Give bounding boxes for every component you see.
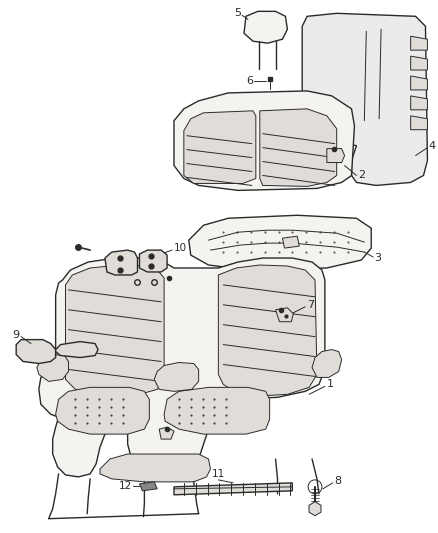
Polygon shape — [219, 265, 317, 397]
Polygon shape — [309, 502, 321, 516]
Polygon shape — [411, 36, 427, 50]
Text: 3: 3 — [374, 253, 381, 263]
Polygon shape — [159, 427, 174, 439]
Polygon shape — [164, 387, 270, 434]
Polygon shape — [283, 236, 299, 248]
Polygon shape — [37, 354, 68, 382]
Polygon shape — [411, 56, 427, 70]
Polygon shape — [189, 215, 371, 270]
Polygon shape — [39, 258, 325, 481]
Polygon shape — [56, 387, 149, 434]
Text: 9: 9 — [12, 329, 19, 340]
Text: 10: 10 — [174, 243, 187, 253]
Text: 2: 2 — [358, 171, 366, 181]
Polygon shape — [411, 76, 427, 90]
Text: 6: 6 — [246, 76, 253, 86]
Text: 5: 5 — [234, 9, 241, 18]
Polygon shape — [260, 109, 337, 187]
Polygon shape — [184, 111, 256, 183]
Polygon shape — [56, 342, 98, 358]
Polygon shape — [174, 91, 354, 190]
Text: 12: 12 — [118, 481, 131, 491]
Polygon shape — [66, 265, 164, 394]
Polygon shape — [327, 149, 345, 163]
Polygon shape — [276, 308, 293, 322]
Polygon shape — [100, 454, 211, 482]
Polygon shape — [154, 362, 199, 391]
Polygon shape — [105, 250, 138, 275]
Polygon shape — [411, 116, 427, 130]
Polygon shape — [139, 482, 157, 491]
Text: 11: 11 — [212, 469, 225, 479]
Polygon shape — [139, 250, 167, 272]
Polygon shape — [16, 340, 56, 364]
Polygon shape — [411, 96, 427, 110]
Text: 1: 1 — [327, 379, 334, 390]
Polygon shape — [312, 350, 342, 377]
Polygon shape — [244, 11, 287, 43]
Text: 8: 8 — [335, 476, 342, 486]
Polygon shape — [302, 13, 427, 185]
Text: 4: 4 — [428, 141, 435, 151]
Polygon shape — [174, 483, 292, 495]
Text: 7: 7 — [307, 300, 314, 310]
